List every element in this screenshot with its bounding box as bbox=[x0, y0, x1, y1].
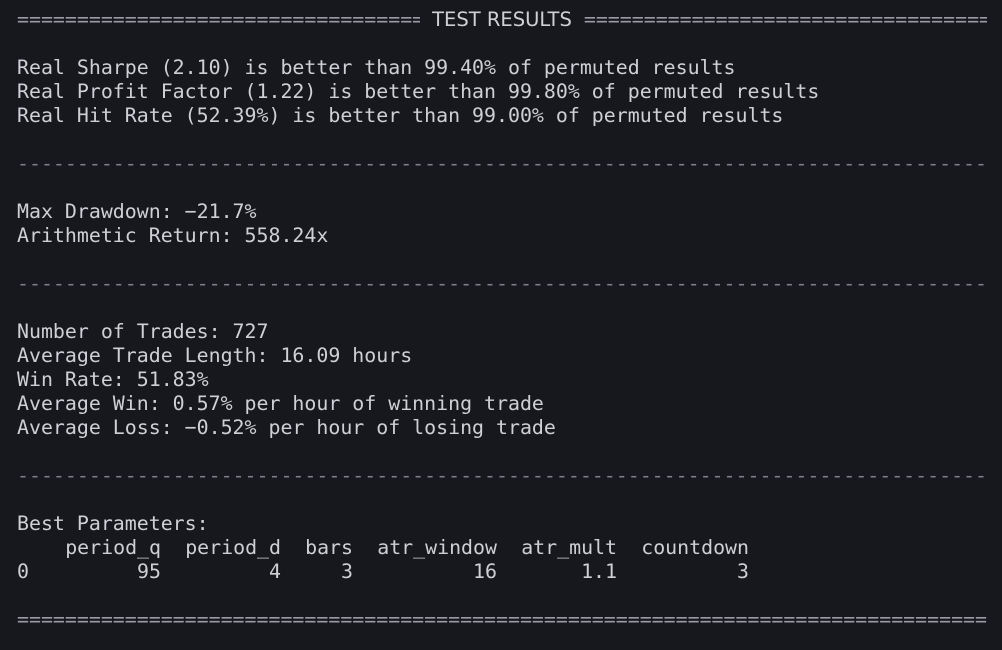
table-cell: 95 bbox=[137, 560, 161, 583]
average-win: Average Win: 0.57% per hour of winning t… bbox=[17, 392, 544, 415]
table-cell: 16 bbox=[473, 560, 497, 583]
footer-rule: ========================================… bbox=[17, 608, 987, 631]
column-header: period_q bbox=[65, 536, 161, 559]
table-cell: 3 bbox=[341, 560, 353, 583]
best-parameters-table: period_q period_d bars atr_window atr_mu… bbox=[17, 536, 749, 584]
section-divider: ----------------------------------------… bbox=[17, 464, 987, 487]
number-of-trades: Number of Trades: 727 bbox=[17, 320, 269, 343]
column-header: bars bbox=[305, 536, 353, 559]
max-drawdown: Max Drawdown: −21.7% bbox=[17, 200, 257, 223]
column-header: countdown bbox=[641, 536, 749, 559]
table-cell: 3 bbox=[737, 560, 749, 583]
table-cell: 4 bbox=[269, 560, 281, 583]
row-index: 0 bbox=[17, 560, 29, 583]
parameters-header-row: period_q period_d bars atr_window atr_mu… bbox=[17, 536, 749, 560]
section-divider: ----------------------------------------… bbox=[17, 272, 987, 295]
sharpe-result: Real Sharpe (2.10) is better than 99.40%… bbox=[17, 56, 736, 79]
profit-factor-result: Real Profit Factor (1.22) is better than… bbox=[17, 80, 820, 103]
section-divider: ----------------------------------------… bbox=[17, 152, 987, 175]
average-trade-length: Average Trade Length: 16.09 hours bbox=[17, 344, 413, 367]
best-parameters-label: Best Parameters: bbox=[17, 512, 209, 535]
column-header: atr_window bbox=[377, 536, 497, 559]
arithmetic-return: Arithmetic Return: 558.24x bbox=[17, 224, 329, 247]
results-title: TEST RESULTS bbox=[432, 8, 572, 31]
index-header bbox=[17, 536, 29, 560]
header-rule-left: ========================================… bbox=[17, 8, 421, 31]
table-row: 0 95 4 3 16 1.1 3 bbox=[17, 560, 749, 584]
column-header: period_d bbox=[185, 536, 281, 559]
hit-rate-result: Real Hit Rate (52.39%) is better than 99… bbox=[17, 104, 784, 127]
win-rate: Win Rate: 51.83% bbox=[17, 368, 209, 391]
terminal-output: ========================================… bbox=[17, 8, 987, 632]
average-loss: Average Loss: −0.52% per hour of losing … bbox=[17, 416, 556, 439]
column-header: atr_mult bbox=[521, 536, 617, 559]
table-cell: 1.1 bbox=[581, 560, 617, 583]
results-header: ========================================… bbox=[17, 8, 987, 32]
header-rule-right: ========================================… bbox=[583, 8, 987, 31]
